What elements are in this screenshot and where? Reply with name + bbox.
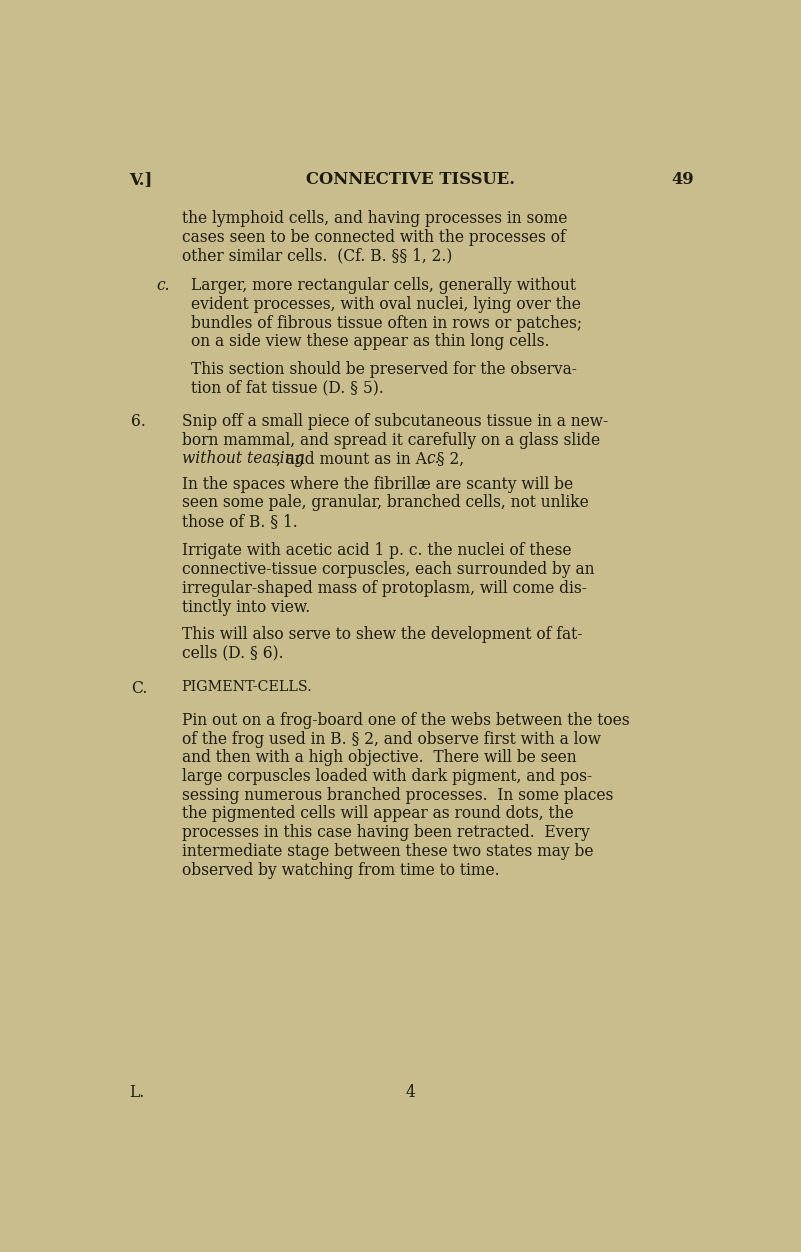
- Text: cells (D. § 6).: cells (D. § 6).: [182, 645, 283, 661]
- Text: , and mount as in A. § 2,: , and mount as in A. § 2,: [276, 451, 469, 467]
- Text: tinctly into view.: tinctly into view.: [182, 598, 310, 616]
- Text: large corpuscles loaded with dark pigment, and pos-: large corpuscles loaded with dark pigmen…: [182, 767, 592, 785]
- Text: In the spaces where the fibrillæ are scanty will be: In the spaces where the fibrillæ are sca…: [182, 476, 573, 492]
- Text: CONNECTIVE TISSUE.: CONNECTIVE TISSUE.: [306, 172, 515, 188]
- Text: on a side view these appear as thin long cells.: on a side view these appear as thin long…: [191, 333, 549, 351]
- Text: connective-tissue corpuscles, each surrounded by an: connective-tissue corpuscles, each surro…: [182, 561, 594, 578]
- Text: other similar cells.  (Cf. B. §§ 1, 2.): other similar cells. (Cf. B. §§ 1, 2.): [182, 248, 452, 264]
- Text: cases seen to be connected with the processes of: cases seen to be connected with the proc…: [182, 229, 566, 245]
- Text: and then with a high objective.  There will be seen: and then with a high objective. There wi…: [182, 749, 576, 766]
- Text: evident processes, with oval nuclei, lying over the: evident processes, with oval nuclei, lyi…: [191, 295, 581, 313]
- Text: c.: c.: [156, 277, 170, 294]
- Text: 6.: 6.: [131, 413, 146, 429]
- Text: Larger, more rectangular cells, generally without: Larger, more rectangular cells, generall…: [191, 277, 576, 294]
- Text: 49: 49: [671, 172, 694, 188]
- Text: processes in this case having been retracted.  Every: processes in this case having been retra…: [182, 824, 590, 841]
- Text: Pin out on a frog-board one of the webs between the toes: Pin out on a frog-board one of the webs …: [182, 712, 629, 729]
- Text: of the frog used in B. § 2, and observe first with a low: of the frog used in B. § 2, and observe …: [182, 731, 601, 747]
- Text: seen some pale, granular, branched cells, not unlike: seen some pale, granular, branched cells…: [182, 495, 588, 511]
- Text: observed by watching from time to time.: observed by watching from time to time.: [182, 861, 499, 879]
- Text: C.: C.: [131, 680, 147, 697]
- Text: born mammal, and spread it carefully on a glass slide: born mammal, and spread it carefully on …: [182, 432, 600, 448]
- Text: 4: 4: [405, 1084, 416, 1102]
- Text: those of B. § 1.: those of B. § 1.: [182, 513, 297, 530]
- Text: sessing numerous branched processes.  In some places: sessing numerous branched processes. In …: [182, 786, 613, 804]
- Text: without teasing: without teasing: [182, 451, 304, 467]
- Text: c.: c.: [426, 451, 440, 467]
- Text: This will also serve to shew the development of fat-: This will also serve to shew the develop…: [182, 626, 582, 642]
- Text: the pigmented cells will appear as round dots, the: the pigmented cells will appear as round…: [182, 805, 574, 823]
- Text: tion of fat tissue (D. § 5).: tion of fat tissue (D. § 5).: [191, 379, 384, 397]
- Text: PIGMENT-CELLS.: PIGMENT-CELLS.: [182, 680, 312, 695]
- Text: V.]: V.]: [130, 172, 153, 188]
- Text: Irrigate with acetic acid 1 p. c. the nuclei of these: Irrigate with acetic acid 1 p. c. the nu…: [182, 542, 571, 560]
- Text: irregular-shaped mass of protoplasm, will come dis-: irregular-shaped mass of protoplasm, wil…: [182, 580, 586, 597]
- Text: bundles of fibrous tissue often in rows or patches;: bundles of fibrous tissue often in rows …: [191, 314, 582, 332]
- Text: Snip off a small piece of subcutaneous tissue in a new-: Snip off a small piece of subcutaneous t…: [182, 413, 608, 429]
- Text: This section should be preserved for the observa-: This section should be preserved for the…: [191, 361, 577, 378]
- Text: intermediate stage between these two states may be: intermediate stage between these two sta…: [182, 843, 593, 860]
- Text: L.: L.: [130, 1084, 145, 1102]
- Text: the lymphoid cells, and having processes in some: the lymphoid cells, and having processes…: [182, 210, 567, 228]
